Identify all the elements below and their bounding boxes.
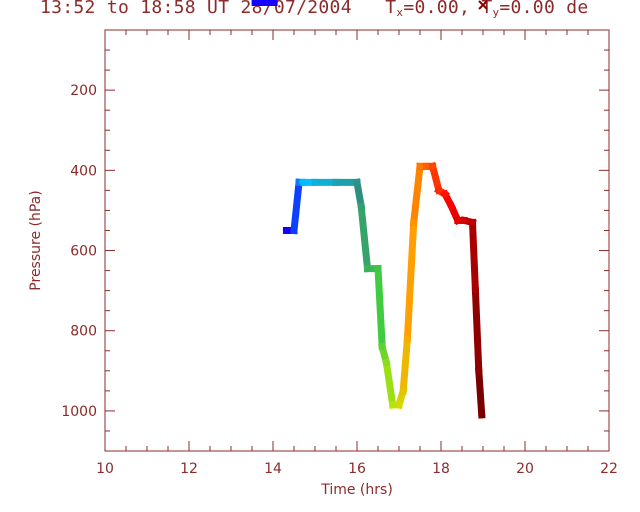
trajectory-point [353,178,361,186]
marker-layer [251,0,488,10]
trajectory-point [403,335,411,343]
title-ty-sub: y [492,6,500,19]
trajectory-segment [352,178,366,211]
trajectory-segment [403,218,418,343]
trajectory-segment [382,358,397,409]
y-tick-label: 800 [70,324,97,340]
plot-frame [104,29,610,452]
trajectory-point [357,202,365,210]
trajectory-point [290,226,298,234]
trajectory-point [471,287,479,295]
trajectory-segment [468,218,480,295]
y-tick-label: 600 [70,244,97,260]
trajectory-point [429,162,437,170]
x-tick-label: 16 [348,461,366,477]
y-tick-label: 1000 [61,404,97,420]
x-tick-label: 14 [264,461,282,477]
trajectory-point [475,367,483,375]
trajectory-point [374,265,382,273]
trajectory-point [454,216,462,224]
trajectory-point [469,218,476,226]
trajectory-point [441,190,449,198]
title-ty-value: =0.00 de [499,0,589,18]
x-tick-label: 12 [180,461,198,477]
trajectory-segment [409,162,424,227]
y-tick-label: 200 [70,83,97,99]
trajectory-point [389,401,397,409]
trajectory-point [422,162,430,170]
trajectory-segment [357,202,372,273]
trajectory-point [435,186,443,194]
trajectory-point [399,387,407,395]
trajectory-point [332,178,340,186]
trajectory-point [364,265,371,273]
tx-marker [478,0,488,10]
title-tx-value: =0.00, [403,0,471,18]
title-tx-label: T [385,0,397,18]
trajectory-point [298,178,306,186]
title-tx-sub: x [396,6,404,19]
x-axis-label: Time (hrs) [320,482,393,498]
trajectory-point [460,216,468,224]
y-axis-label: Pressure (hPa) [28,190,44,290]
series-layer [282,162,486,419]
trajectory-point [416,162,424,170]
trajectory-segment [290,178,303,235]
x-tick-label: 22 [600,461,618,477]
trajectory-point [382,359,390,367]
axes [104,29,610,452]
trajectory-point [282,226,290,234]
trajectory-point [378,343,386,351]
tick-marks [104,30,610,452]
trajectory-point [410,218,418,226]
trajectory-segment [399,334,412,395]
trajectory-segment [475,367,486,419]
top-bar-marker [251,0,278,6]
trajectory-point [478,411,486,419]
x-tick-label: 20 [516,461,534,477]
trajectory-point [311,178,319,186]
x-tick-label: 18 [432,461,450,477]
x-tick-label: 10 [96,461,114,477]
tick-labels: 10 12 14 16 18 20 22 200 400 600 800 1000 [61,83,618,477]
trajectory-point [395,401,403,409]
trajectory-point [448,202,455,210]
trajectory-segment [374,264,386,351]
trajectory-segment [471,286,483,375]
y-tick-label: 400 [70,163,97,179]
